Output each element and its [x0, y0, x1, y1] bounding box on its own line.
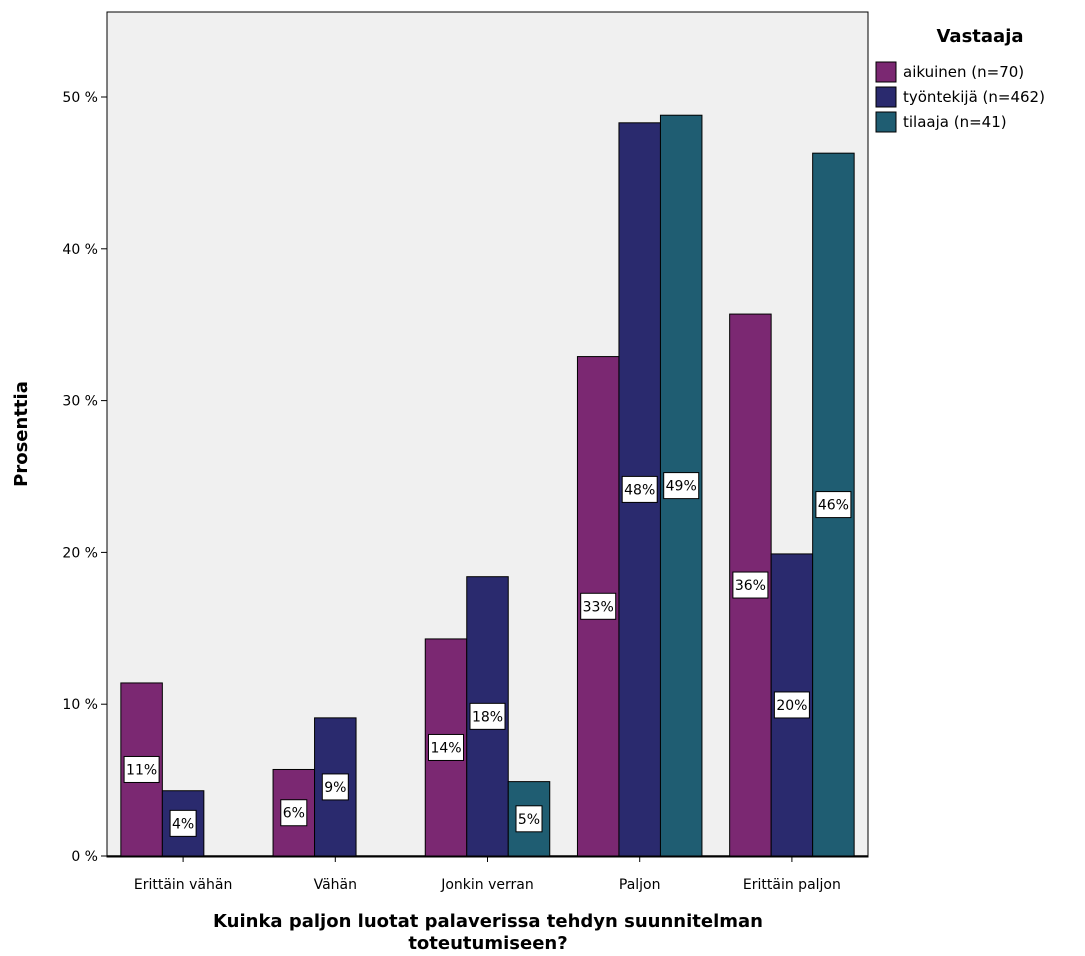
x-tick-label: Paljon — [619, 877, 661, 893]
data-label-box — [732, 571, 769, 599]
data-label: 9% — [324, 780, 346, 796]
data-label-box — [815, 491, 852, 519]
x-axis: Erittäin vähän Vähän Jonkin verran Paljon Er… — [107, 855, 868, 893]
legend-swatch — [875, 61, 897, 83]
data-label-box — [169, 809, 197, 837]
y-axis: 0 % 10 % 20 % 30 % 40 % 50 % — [62, 90, 107, 865]
x-axis-title-line-1: Kuinka paljon luotat palaverissa tehdyn … — [213, 911, 763, 932]
y-tick-label: 10 % — [62, 697, 98, 713]
data-label-box — [621, 475, 658, 503]
data-label-box — [773, 691, 810, 719]
y-tick-label: 50 % — [62, 90, 98, 106]
legend-title: Vastaaja — [936, 26, 1023, 47]
data-label-box — [123, 755, 160, 783]
data-label-box — [663, 472, 700, 500]
x-tick-label: Vähän — [314, 877, 357, 893]
data-label: 46% — [818, 498, 849, 514]
data-labels: 11% 4% 6% 9% 14% 18% 5% 33% 48% 49% 36% 20% 46% — [123, 472, 852, 837]
data-label: 33% — [583, 599, 614, 615]
legend-label: aikuinen (n=70) — [903, 63, 1024, 81]
legend-label: työntekijä (n=462) — [903, 88, 1045, 106]
data-label: 6% — [283, 806, 305, 822]
x-tick-label: Erittäin vähän — [134, 877, 232, 893]
bar — [161, 790, 205, 857]
legend-swatch — [875, 86, 897, 108]
x-axis-title-line-2: toteutumiseen? — [408, 933, 567, 954]
legend-label: tilaaja (n=41) — [903, 113, 1007, 131]
data-label-box — [469, 702, 506, 730]
legend: Vastaaja aikuinen (n=70) työntekijä (n=46… — [875, 26, 1045, 133]
y-axis-title: Prosenttia — [11, 381, 32, 487]
data-label: 20% — [776, 698, 807, 714]
data-label-box — [580, 592, 617, 620]
y-tick-label: 40 % — [62, 242, 98, 258]
x-tick-label: Erittäin paljon — [743, 877, 841, 893]
data-label: 36% — [735, 578, 766, 594]
data-label: 5% — [518, 812, 540, 828]
data-label: 49% — [666, 479, 697, 495]
data-label-box — [428, 733, 464, 761]
data-label: 4% — [172, 816, 194, 832]
data-label: 14% — [430, 740, 461, 756]
data-label: 48% — [624, 482, 655, 498]
data-label-box — [515, 805, 543, 833]
data-label-box — [321, 773, 349, 801]
data-label-box — [280, 799, 308, 827]
y-tick-label: 20 % — [62, 545, 98, 561]
data-label: 18% — [472, 709, 503, 725]
x-tick-label: Jonkin verran — [440, 877, 534, 893]
y-tick-label: 30 % — [62, 394, 98, 410]
legend-swatch — [875, 111, 897, 133]
data-label: 11% — [126, 762, 157, 778]
y-tick-label: 0 % — [71, 849, 98, 865]
